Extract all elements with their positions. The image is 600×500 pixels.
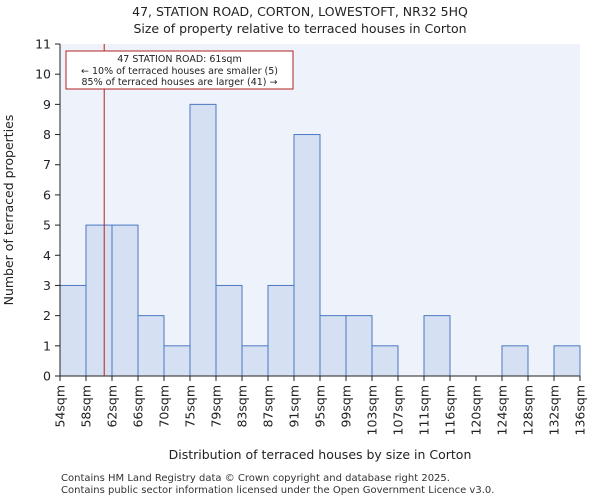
bar-99sqm: [345, 315, 373, 377]
x-tick-label: 136sqm: [573, 385, 588, 435]
x-tick-label: 87sqm: [261, 385, 276, 428]
x-tick-label: 62sqm: [105, 385, 120, 428]
x-axis-label: Distribution of terraced houses by size …: [169, 447, 472, 462]
chart-title-address: 47, STATION ROAD, CORTON, LOWESTOFT, NR3…: [132, 4, 468, 19]
x-tick-label: 107sqm: [391, 385, 406, 435]
bar-70sqm: [163, 345, 191, 377]
x-tick-label: 120sqm: [469, 385, 484, 435]
y-tick-label: 3: [43, 278, 51, 293]
x-tick-label: 75sqm: [183, 385, 198, 428]
footer-copyright: Contains HM Land Registry data © Crown c…: [61, 473, 450, 484]
y-tick-label: 9: [43, 97, 51, 112]
bar-95sqm: [319, 315, 347, 377]
x-tick-label: 79sqm: [209, 385, 224, 428]
x-tick-label: 103sqm: [365, 385, 380, 435]
bar-75sqm: [189, 103, 217, 377]
x-tick-label: 83sqm: [235, 385, 250, 428]
y-tick-label: 7: [43, 157, 51, 172]
bar-103sqm: [371, 345, 399, 377]
y-tick-label: 11: [35, 37, 51, 52]
y-tick-label: 2: [43, 308, 51, 323]
x-tick-label: 58sqm: [79, 385, 94, 428]
x-tick-label: 116sqm: [443, 385, 458, 435]
bar-87sqm: [267, 284, 295, 377]
x-tick-label: 111sqm: [417, 385, 432, 435]
x-tick-label: 95sqm: [313, 385, 328, 428]
bar-79sqm: [215, 284, 243, 377]
footer-licence: Contains public sector information licen…: [61, 485, 495, 496]
annotation-line-2: ← 10% of terraced houses are smaller (5): [81, 66, 278, 77]
annotation-line-3: 85% of terraced houses are larger (41) →: [82, 77, 278, 88]
x-tick-label: 99sqm: [339, 385, 354, 428]
bar-83sqm: [241, 345, 269, 377]
annotation-box: [65, 50, 294, 90]
y-tick-label: 5: [43, 218, 51, 233]
bar-124sqm: [501, 345, 529, 377]
annotation-line-1: 47 STATION ROAD: 61sqm: [117, 54, 241, 65]
y-tick-label: 1: [43, 338, 51, 353]
bar-111sqm: [423, 315, 451, 377]
bar-62sqm: [111, 224, 139, 377]
bar-91sqm: [293, 134, 321, 377]
x-tick-label: 70sqm: [157, 385, 172, 428]
chart-subtitle: Size of property relative to terraced ho…: [133, 21, 467, 36]
x-tick-label: 54sqm: [53, 385, 68, 428]
x-tick-label: 128sqm: [521, 385, 536, 435]
bar-66sqm: [137, 315, 165, 377]
x-axis: 54sqm 58sqm 62sqm 66sqm 70sqm 75sqm 79sqm 83sqm…: [53, 375, 588, 435]
bars-group: [59, 103, 581, 377]
y-axis: 0 1 2 3 4 5 6 7 8 9 10 11: [35, 37, 61, 384]
x-tick-label: 124sqm: [495, 385, 510, 435]
y-tick-label: 4: [43, 248, 51, 263]
histogram-chart: 0 1 2 3 4 5 6 7 8 9 10 11 54sqm 58sqm 62sqm 66sqm 70sqm…: [1, 37, 588, 463]
y-tick-label: 6: [43, 187, 51, 202]
y-tick-label: 0: [43, 369, 51, 384]
y-tick-label: 8: [43, 127, 51, 142]
bar-132sqm: [553, 345, 581, 377]
bar-54sqm: [59, 284, 87, 377]
x-tick-label: 66sqm: [131, 385, 146, 428]
y-tick-label: 10: [35, 67, 51, 82]
x-tick-label: 132sqm: [547, 385, 562, 435]
bar-58sqm: [85, 224, 113, 377]
x-tick-label: 91sqm: [287, 385, 302, 428]
y-axis-label: Number of terraced properties: [1, 115, 16, 306]
